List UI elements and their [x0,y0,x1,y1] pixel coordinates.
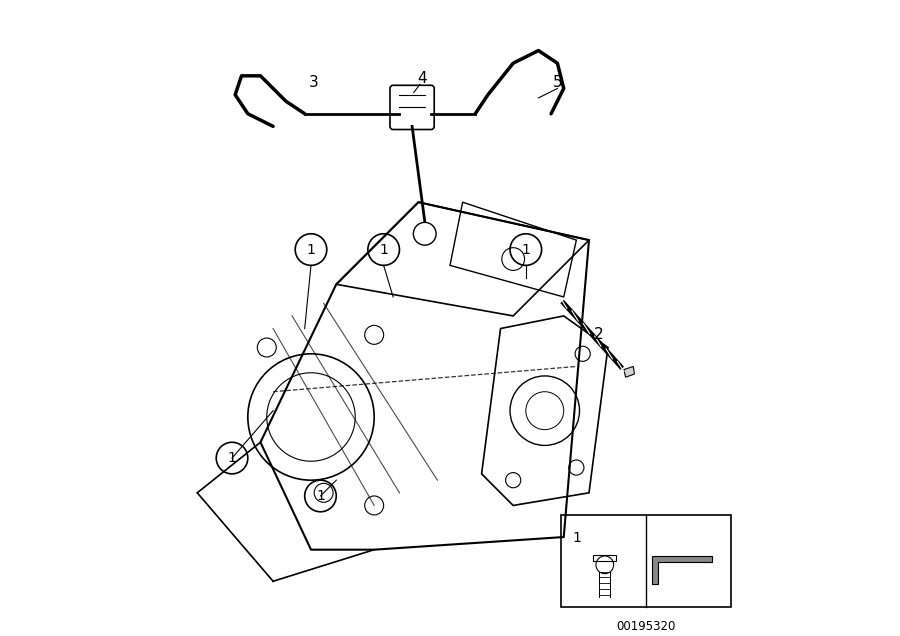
Polygon shape [652,556,712,584]
Text: 1: 1 [228,451,237,465]
Text: 2: 2 [594,328,603,342]
Text: 1: 1 [521,242,530,256]
Text: 4: 4 [417,71,427,86]
Text: 1: 1 [316,489,325,503]
Bar [561,515,731,607]
Polygon shape [624,366,634,377]
Text: 1: 1 [379,242,388,256]
Text: 3: 3 [310,74,319,90]
Text: 00195320: 00195320 [616,621,676,633]
Text: 5: 5 [553,74,562,90]
Text: 1: 1 [572,530,580,544]
Text: 1: 1 [307,242,315,256]
